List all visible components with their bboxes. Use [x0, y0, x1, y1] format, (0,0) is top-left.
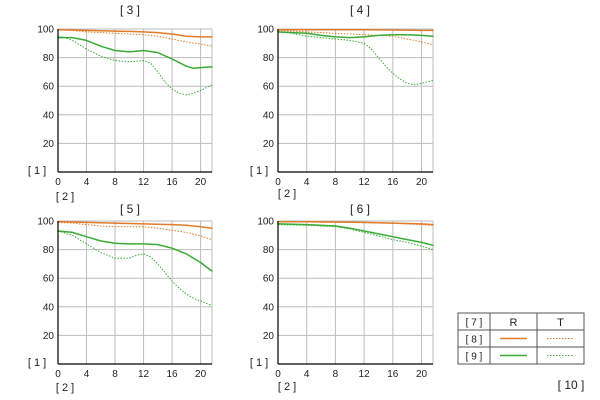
series-line-orange-dotted	[277, 29, 434, 46]
y-tick-label: 80	[263, 53, 275, 64]
x-tick-label: 4	[84, 369, 90, 380]
chart-title: [ 3 ]	[120, 3, 140, 17]
x-tick-label: 16	[387, 177, 399, 188]
legend-table: [ 7 ] R T [ 8 ] [ 9 ]	[457, 312, 585, 365]
x-tick-label: 20	[416, 177, 428, 188]
chart-title: [ 5 ]	[120, 202, 140, 216]
series-line-orange-solid	[277, 28, 434, 32]
series-line-green-dotted	[277, 224, 434, 251]
x-tick-label: 4	[304, 369, 310, 380]
x-axis-label: [ 2 ]	[56, 382, 74, 394]
legend-row2-label: [ 9 ]	[466, 352, 483, 363]
series-line-orange-solid	[57, 28, 213, 38]
series-line-green-solid	[277, 31, 434, 39]
y-tick-label: 100	[37, 217, 54, 228]
legend-col-t: T	[557, 317, 564, 329]
series-line-orange-dotted	[57, 29, 213, 47]
x-tick-label: 8	[333, 369, 339, 380]
x-tick-label: 4	[304, 177, 310, 188]
x-axis-label: [ 2 ]	[56, 191, 74, 203]
x-tick-label: 8	[112, 369, 118, 380]
y-tick-label: 40	[263, 302, 275, 313]
y-tick-label: 60	[263, 274, 275, 285]
y-tick-label: 80	[263, 245, 275, 256]
x-tick-label: 0	[55, 177, 61, 188]
footer-label: [ 10 ]	[558, 378, 585, 392]
series-line-orange-solid	[277, 220, 434, 226]
x-tick-label: 16	[167, 369, 179, 380]
x-tick-label: 16	[167, 177, 179, 188]
x-tick-label: 12	[138, 177, 150, 188]
y-tick-label: 20	[43, 331, 55, 342]
y-tick-label: 40	[43, 302, 55, 313]
x-tick-label: 20	[195, 369, 207, 380]
series-line-green-solid	[277, 223, 434, 247]
series-line-green-dotted	[277, 31, 434, 86]
chart-panel: 20 40 60 80 100 0 4 8 12 16 20 [ 6 ] [ 1 ] [ 2 ]	[250, 202, 434, 393]
y-tick-label: 80	[43, 53, 55, 64]
x-tick-label: 0	[55, 369, 61, 380]
y-tick-label: 40	[43, 110, 55, 121]
x-axis-label: [ 2 ]	[278, 188, 296, 200]
chart-title: [ 6 ]	[350, 202, 370, 216]
y-tick-label: 60	[263, 82, 275, 93]
x-tick-label: 8	[112, 177, 118, 188]
y-tick-label: 100	[257, 25, 274, 36]
y-tick-label: 80	[43, 245, 55, 256]
x-tick-label: 12	[138, 369, 150, 380]
y-tick-label: 40	[263, 110, 275, 121]
legend-col-r: R	[510, 317, 518, 329]
series-line-green-solid	[57, 230, 213, 272]
y-axis-label: [ 1 ]	[28, 165, 46, 177]
x-tick-label: 8	[333, 177, 339, 188]
x-tick-label: 0	[275, 177, 281, 188]
chart-title: [ 4 ]	[350, 3, 370, 17]
chart-panel: 20 40 60 80 100 0 4 8 12 16 20 [ 5 ] [ 1 ] [ 2 ]	[28, 202, 213, 394]
series-line-orange-solid	[57, 220, 213, 229]
x-tick-label: 4	[84, 177, 90, 188]
series-line-green-solid	[57, 36, 213, 70]
x-tick-label: 12	[359, 177, 371, 188]
y-tick-label: 20	[263, 331, 275, 342]
legend-header-label: [ 7 ]	[466, 318, 483, 329]
y-tick-label: 20	[43, 139, 55, 150]
legend-row1-label: [ 8 ]	[466, 335, 483, 346]
chart-panel: 20 40 60 80 100 0 4 8 12 16 20 [ 4 ] [ 1 ] [ 2 ]	[250, 3, 434, 200]
y-tick-label: 60	[43, 274, 55, 285]
y-axis-label: [ 1 ]	[28, 357, 46, 369]
y-axis-label: [ 1 ]	[250, 357, 268, 369]
series-line-green-dotted	[57, 230, 213, 306]
y-tick-label: 100	[257, 217, 274, 228]
y-tick-label: 100	[37, 25, 54, 36]
y-axis-label: [ 1 ]	[250, 165, 268, 177]
x-tick-label: 16	[387, 369, 399, 380]
x-axis-label: [ 2 ]	[278, 381, 296, 393]
x-tick-label: 20	[416, 369, 428, 380]
series-line-orange-dotted	[57, 221, 213, 241]
series-line-green-dotted	[57, 35, 213, 96]
x-tick-label: 12	[359, 369, 371, 380]
y-tick-label: 60	[43, 82, 55, 93]
chart-panel: 20 40 60 80 100 0 4 8 12 16 20 [ 3 ] [ 1 ] [ 2 ]	[28, 3, 213, 203]
x-tick-label: 0	[275, 369, 281, 380]
x-tick-label: 20	[195, 177, 207, 188]
y-tick-label: 20	[263, 139, 275, 150]
